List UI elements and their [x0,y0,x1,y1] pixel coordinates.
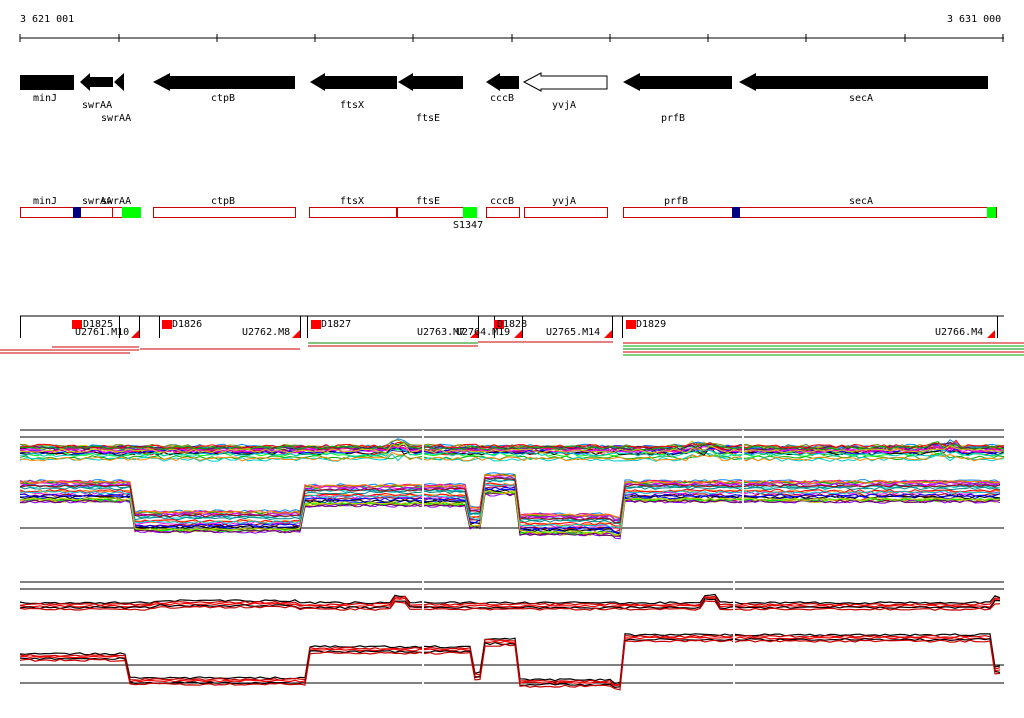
expression-line [19,452,1005,462]
transcript-label: U2766.M4 [935,327,983,338]
expression-line [19,492,1001,540]
transcript-label: D1825 [83,319,113,330]
comparison-line [19,633,1001,685]
transcript-end-triangle [987,330,995,338]
transcript-marker [162,320,172,329]
comparison-line [19,600,1001,611]
annot-box-yvjA[interactable] [524,207,608,218]
expression-line [19,476,1001,522]
transcript-track: D1825 U2761.M10 D1826 U2762.M8 D1827 U27… [0,315,1024,356]
comparison-line [19,639,1001,691]
ruler-start-label: 3 621 001 [20,14,74,25]
gene-label-minJ: minJ [33,93,57,104]
expression-line [19,451,1005,462]
annot-box-ctpB[interactable] [153,207,296,218]
annot-marker-blue [73,207,81,218]
expression-line [19,486,1001,533]
gene-label-ftsE: ftsE [416,113,440,124]
annot-extra-label: S1347 [453,220,483,231]
transcript-end-triangle [514,330,522,338]
comparison-line [19,593,1001,605]
annot-box-cccB[interactable] [486,207,520,218]
gene-label-swrAA: swrAA [82,100,112,111]
expression-line [19,473,1001,518]
ruler-end-label: 3 631 000 [947,14,1001,25]
gene-arrow-yvjA[interactable] [522,72,608,92]
transcript-end-triangle [292,330,300,338]
ruler-ticks [19,34,1004,42]
gene-label-ctpB: ctpB [211,93,235,104]
transcript-label: U2764.M19 [456,327,510,338]
transcript-marker [494,320,504,329]
gene-arrow-ctpB[interactable] [153,73,295,91]
comparison-lines [19,593,1001,691]
transcript-label: D1829 [636,319,666,330]
annot-marker-green [987,207,996,218]
transcript-label: U2765.M14 [546,327,600,338]
comparison-panel [19,578,1004,691]
transcript-label: D1827 [321,319,351,330]
transcript-label: U2761.M10 [75,327,129,338]
annot-label: swrAA [101,196,131,207]
transcript-marker [626,320,636,329]
expression-line [19,492,1001,537]
annot-label: ftsE [416,196,440,207]
annot-box-prfB-secA[interactable] [623,207,997,218]
expression-line [19,482,1001,527]
gene-label-yvjA: yvjA [552,100,576,111]
gene-arrow-swrAA[interactable] [80,73,113,91]
expression-line [19,483,1001,529]
annot-label: minJ [33,196,57,207]
annot-marker-green [122,207,141,218]
annot-label: cccB [490,196,514,207]
comparison-line [19,596,1001,608]
gene-label-swrAA-2: swrAA [101,113,131,124]
transcript-end-triangle [131,330,139,338]
annot-box-minJ[interactable] [20,207,113,218]
comparison-line [19,634,1001,686]
annot-label: yvjA [552,196,576,207]
gene-arrow-ftsX[interactable] [310,73,397,91]
annot-label: swrAA [82,196,112,207]
gene-label-secA: secA [849,93,873,104]
expression-line [19,442,1005,454]
transcript-label: U2762.M8 [242,327,290,338]
transcript-label: D1826 [172,319,202,330]
expression-line [19,448,1005,458]
coordinate-ruler: 3 621 001 3 631 000 [19,14,1004,42]
gene-label-prfB: prfB [661,113,685,124]
gene-label-cccB: cccB [490,93,514,104]
gene-arrow-ftsE[interactable] [398,73,463,91]
annot-label: prfB [664,196,688,207]
expression-line [19,477,1001,524]
transcript-marker [72,320,82,329]
expression-lines [19,438,1005,540]
expression-line [19,441,1005,451]
gene-arrow-swrAA-2[interactable] [114,73,124,91]
gene-arrow-minJ[interactable] [20,75,74,90]
gene-arrow-cccB[interactable] [486,73,519,91]
annot-marker-blue [732,207,740,218]
annotation-track: minJ swrAA swrAA ctpB ftsX ftsE cccB yvj… [20,196,997,231]
transcript-end-triangle [470,330,478,338]
expression-line [19,490,1001,536]
transcript-label: D1828 [497,319,527,330]
comparison-line [19,637,1001,689]
transcript-marker [311,320,321,329]
gene-arrow-secA[interactable] [739,73,988,91]
expression-panel [19,429,1005,545]
comparison-line [19,636,1001,687]
gene-label-ftsX: ftsX [340,100,364,111]
gene-arrow-prfB[interactable] [623,73,732,91]
annot-label: secA [849,196,873,207]
annot-box-ftsX[interactable] [309,207,397,218]
annot-label: ctpB [211,196,235,207]
transcript-label: U2763.M7 [417,327,465,338]
transcript-end-triangle [604,330,612,338]
annot-label: ftsX [340,196,364,207]
gene-track: minJ swrAA swrAA ctpB ftsX ftsE cccB yvj… [20,72,988,124]
annot-marker-green [463,207,477,218]
